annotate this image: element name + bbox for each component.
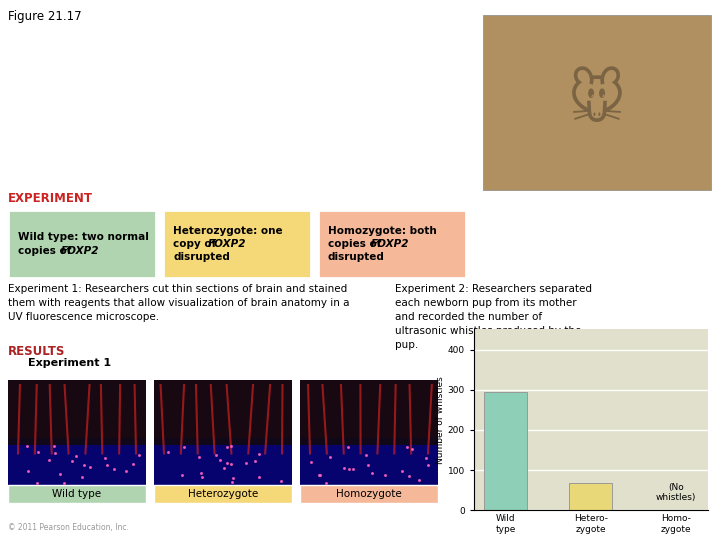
Bar bbox=[8, 380, 146, 485]
Text: FOXP2: FOXP2 bbox=[61, 246, 99, 255]
Bar bbox=[8, 485, 146, 503]
Bar bbox=[318, 210, 466, 278]
Bar bbox=[485, 392, 527, 510]
Bar bbox=[8, 210, 156, 278]
Text: disrupted: disrupted bbox=[173, 252, 230, 262]
Text: disrupted: disrupted bbox=[328, 252, 385, 262]
Text: (No
whistles): (No whistles) bbox=[656, 483, 696, 502]
Bar bbox=[154, 380, 292, 485]
Text: Wild type: two normal: Wild type: two normal bbox=[18, 233, 149, 242]
Bar bbox=[300, 380, 438, 438]
Bar bbox=[154, 445, 292, 485]
Text: Experiment 1: Experiment 1 bbox=[28, 358, 111, 368]
Text: FOXP2: FOXP2 bbox=[207, 239, 246, 249]
Y-axis label: Number of whistles: Number of whistles bbox=[436, 376, 445, 464]
Text: Wild type: Wild type bbox=[53, 489, 102, 499]
Text: copies of: copies of bbox=[328, 239, 385, 249]
Bar bbox=[300, 380, 438, 485]
Bar bbox=[8, 445, 146, 485]
Text: Homozygote: both: Homozygote: both bbox=[328, 226, 437, 236]
Bar bbox=[154, 485, 292, 503]
Text: Experiment 1: Researchers cut thin sections of brain and stained
them with reage: Experiment 1: Researchers cut thin secti… bbox=[8, 284, 349, 322]
Bar bbox=[8, 380, 146, 438]
Text: Homozygote: Homozygote bbox=[336, 489, 402, 499]
Bar bbox=[300, 445, 438, 485]
Text: RESULTS: RESULTS bbox=[8, 345, 66, 358]
Bar bbox=[570, 483, 612, 510]
Text: Heterozygote: Heterozygote bbox=[188, 489, 258, 499]
Text: copies of: copies of bbox=[18, 246, 75, 255]
Text: Experiment 2: Experiment 2 bbox=[475, 358, 558, 368]
Text: EXPERIMENT: EXPERIMENT bbox=[8, 192, 93, 205]
Text: 🐭: 🐭 bbox=[568, 75, 626, 130]
Bar bbox=[483, 15, 711, 190]
Text: FOXP2: FOXP2 bbox=[371, 239, 410, 249]
Text: Experiment 2: Researchers separated
each newborn pup from its mother
and recorde: Experiment 2: Researchers separated each… bbox=[395, 284, 592, 350]
Bar bbox=[300, 485, 438, 503]
Text: © 2011 Pearson Education, Inc.: © 2011 Pearson Education, Inc. bbox=[8, 523, 129, 532]
Text: copy of: copy of bbox=[173, 239, 220, 249]
Bar bbox=[163, 210, 311, 278]
Bar bbox=[154, 380, 292, 438]
Text: Figure 21.17: Figure 21.17 bbox=[8, 10, 81, 23]
Text: Heterozygote: one: Heterozygote: one bbox=[173, 226, 283, 236]
